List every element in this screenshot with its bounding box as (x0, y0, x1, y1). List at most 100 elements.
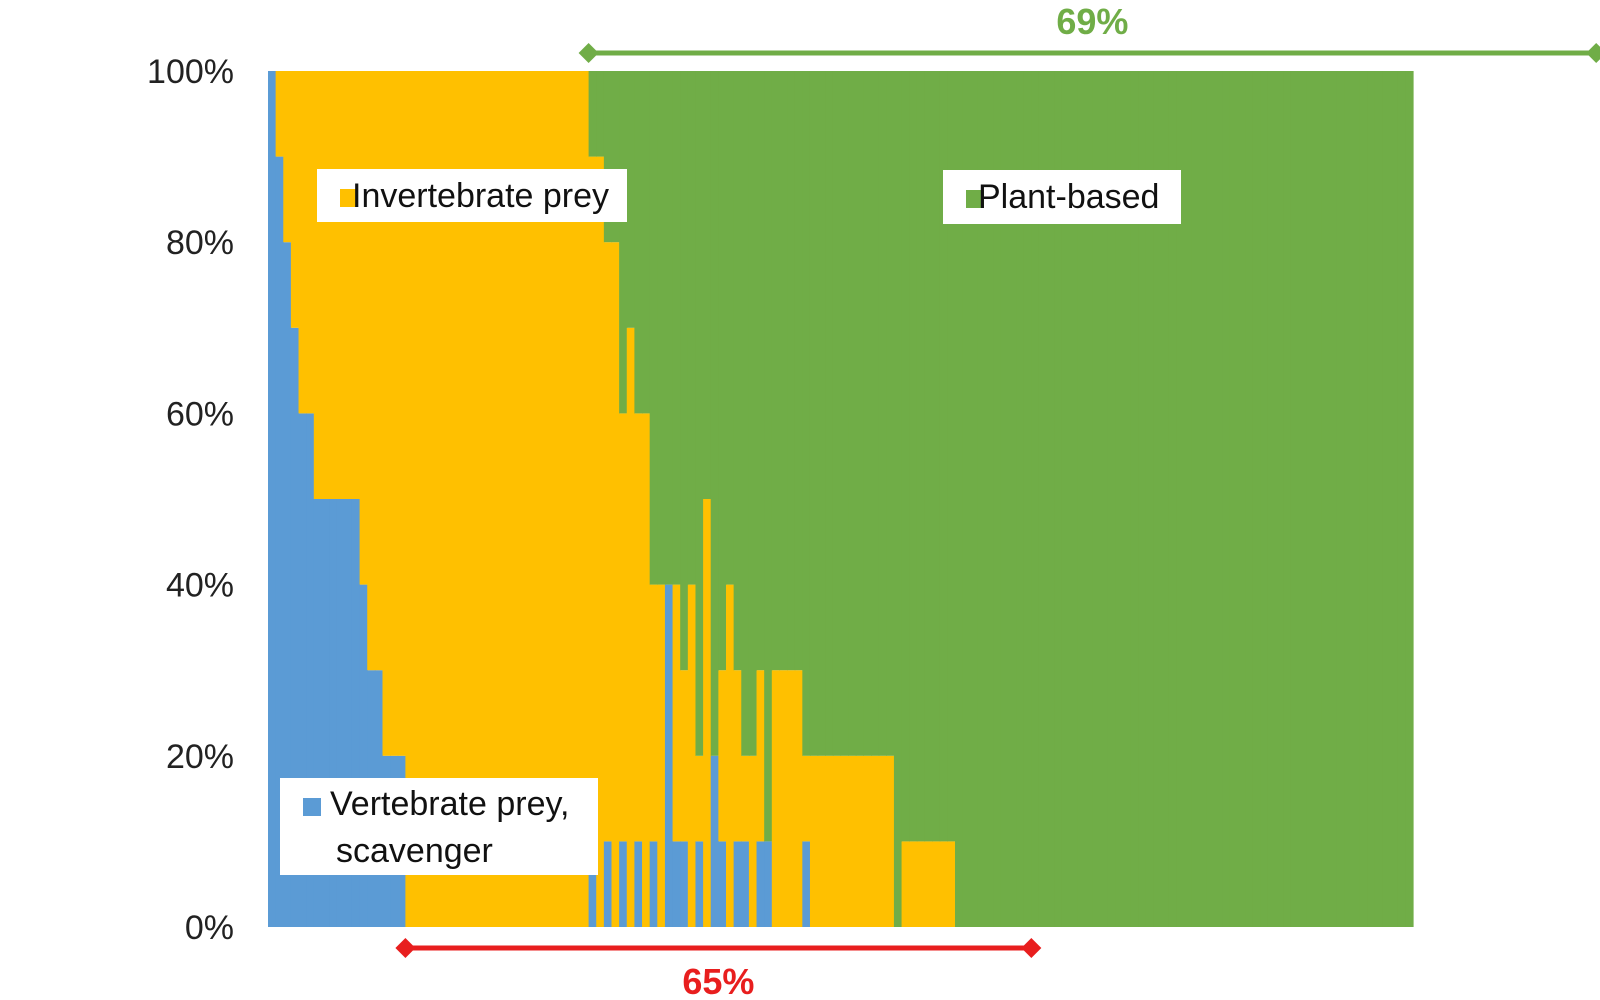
bar-85-plant-segment (916, 71, 926, 842)
legend-item-plant: Plant-based (943, 170, 1181, 224)
bar-52 (664, 71, 674, 927)
bar-59-vertebrate-segment (718, 841, 727, 927)
bar-49-invertebrate-segment (642, 413, 651, 927)
bar-136-plant-segment (1306, 71, 1315, 927)
bar-42-plant-segment (588, 71, 597, 157)
bar-80-plant-segment (878, 71, 887, 756)
bar-93-plant-segment (977, 71, 987, 927)
y-tick-label: 0% (185, 909, 234, 947)
bar-110 (1107, 71, 1116, 927)
bar-99 (1023, 71, 1032, 927)
span-annotation-invertebrate: 65% (395, 938, 1042, 1000)
bar-107 (1084, 71, 1093, 927)
bar-103 (1054, 71, 1063, 927)
bar-149 (1405, 71, 1414, 927)
bar-121-plant-segment (1191, 71, 1200, 927)
bar-57-invertebrate-segment (703, 499, 712, 927)
bar-0 (268, 71, 277, 927)
bar-64-plant-segment (756, 71, 765, 671)
bar-86-plant-segment (924, 71, 933, 842)
bar-129-plant-segment (1252, 71, 1261, 927)
bar-4-invertebrate-segment (298, 71, 307, 414)
bar-128 (1245, 71, 1254, 927)
bar-48-invertebrate-segment (634, 413, 643, 842)
bar-139 (1329, 71, 1338, 927)
bar-120-plant-segment (1184, 71, 1193, 927)
bar-127 (1237, 71, 1246, 927)
bar-26 (466, 71, 475, 927)
bar-54 (680, 71, 689, 927)
bar-127-plant-segment (1237, 71, 1246, 927)
bar-137 (1313, 71, 1322, 927)
legend-label: Invertebrate prey (352, 177, 609, 215)
bar-56-plant-segment (695, 71, 704, 756)
bar-10 (344, 71, 353, 927)
bar-46-plant-segment (619, 71, 628, 414)
bar-38 (558, 71, 567, 927)
bar-95-plant-segment (993, 71, 1002, 927)
bar-9-invertebrate-segment (336, 71, 345, 499)
bar-100-plant-segment (1031, 71, 1040, 927)
bar-0-vertebrate-segment (268, 71, 277, 927)
bar-95 (993, 71, 1002, 927)
bar-107-plant-segment (1084, 71, 1093, 927)
bar-120 (1184, 71, 1193, 927)
bar-29-invertebrate-segment (489, 71, 498, 927)
bar-114 (1138, 71, 1147, 927)
bar-85 (916, 71, 926, 927)
bar-121 (1191, 71, 1200, 927)
bar-19-invertebrate-segment (413, 71, 422, 927)
bar-88-plant-segment (939, 71, 948, 842)
bar-71-plant-segment (809, 71, 819, 756)
bar-7-vertebrate-segment (321, 499, 330, 927)
bar-90 (955, 71, 964, 927)
bar-20 (420, 71, 429, 927)
bar-52-plant-segment (664, 71, 674, 585)
bar-126-plant-segment (1229, 71, 1239, 927)
bar-113-plant-segment (1130, 71, 1139, 927)
bar-130-plant-segment (1260, 71, 1269, 927)
bar-60-invertebrate-segment (726, 584, 735, 927)
bar-100 (1031, 71, 1040, 927)
bar-129 (1252, 71, 1261, 927)
bar-86-invertebrate-segment (924, 841, 933, 927)
bar-5-invertebrate-segment (306, 71, 315, 414)
bar-11-vertebrate-segment (351, 499, 361, 927)
bar-67-invertebrate-segment (779, 670, 788, 927)
bar-140 (1336, 71, 1345, 927)
y-tick-label: 40% (166, 567, 234, 605)
bar-136 (1306, 71, 1315, 927)
bar-69-invertebrate-segment (794, 670, 803, 927)
span-percentage-label: 65% (682, 961, 754, 1000)
bar-37-invertebrate-segment (550, 71, 559, 927)
bar-143-plant-segment (1359, 71, 1368, 927)
bar-38-invertebrate-segment (558, 71, 567, 927)
bar-68-plant-segment (787, 71, 796, 671)
bar-20-invertebrate-segment (420, 71, 429, 927)
bar-134-plant-segment (1290, 71, 1300, 927)
bar-17-invertebrate-segment (397, 71, 406, 756)
bar-72-invertebrate-segment (817, 755, 826, 927)
bar-69 (794, 71, 803, 927)
bar-69-plant-segment (794, 71, 803, 671)
bar-29 (489, 71, 498, 927)
bar-11 (351, 71, 361, 927)
bar-90-plant-segment (955, 71, 964, 927)
legend-box (317, 169, 627, 222)
bar-138 (1321, 71, 1330, 927)
bar-77 (855, 71, 864, 927)
bar-23 (443, 71, 452, 927)
bar-32-invertebrate-segment (512, 71, 521, 927)
bar-33 (519, 71, 529, 927)
bar-63-invertebrate-segment (748, 755, 758, 927)
bar-66 (771, 71, 781, 927)
bar-93 (977, 71, 987, 927)
bar-106 (1077, 71, 1086, 927)
bar-131 (1267, 71, 1277, 927)
bar-92-plant-segment (970, 71, 979, 927)
bar-53 (672, 71, 681, 927)
bar-2 (283, 71, 292, 927)
bar-131-plant-segment (1267, 71, 1277, 927)
bar-3-invertebrate-segment (290, 71, 300, 328)
bar-108-plant-segment (1092, 71, 1101, 927)
